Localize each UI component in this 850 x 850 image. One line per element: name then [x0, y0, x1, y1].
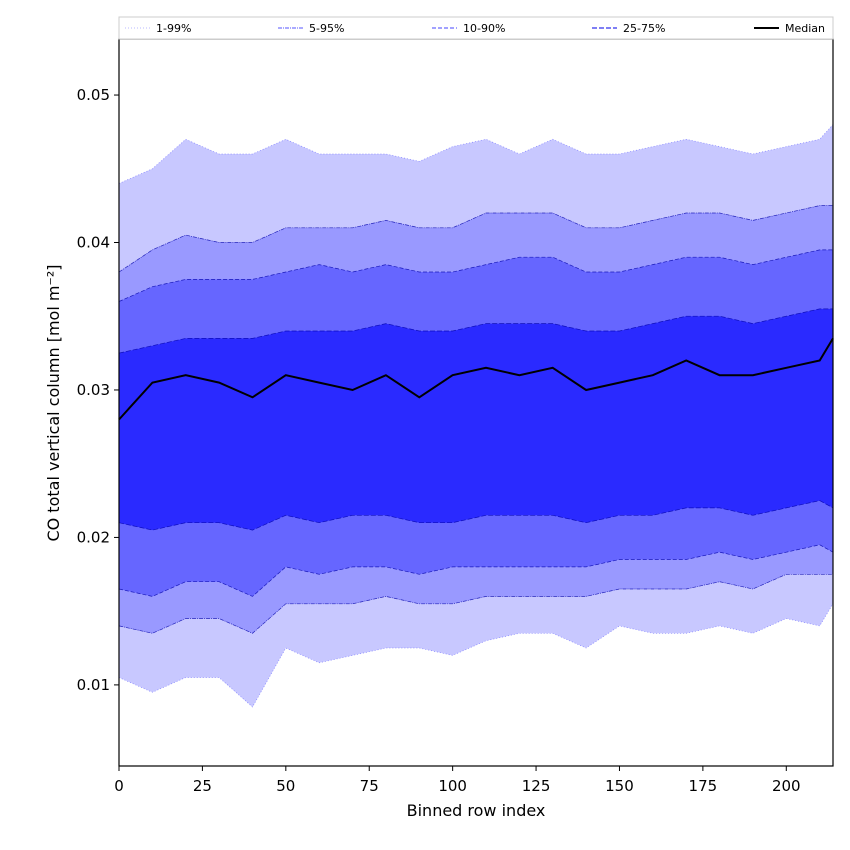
x-tick-label-75: 75 — [360, 777, 379, 795]
x-axis-label: Binned row index — [407, 801, 546, 820]
x-tick-label-125: 125 — [522, 777, 551, 795]
band-5-95%-upper-line — [118, 205, 833, 273]
band-25-75%-lower-line — [118, 500, 834, 531]
x-axis: 0 25 50 75 100 125 150 175 200 — [114, 766, 801, 795]
legend-label-25-75%: 25-75% — [623, 22, 665, 35]
legend-label-5-95%: 5-95% — [309, 22, 344, 35]
legend-label-1-99%: 1-99% — [156, 22, 191, 35]
band-1-99%-lower-line — [118, 603, 834, 708]
x-tick-label-175: 175 — [689, 777, 718, 795]
y-tick-label-3: 0.04 — [77, 234, 110, 252]
y-axis: 0.01 0.02 0.03 0.04 0.05 — [77, 86, 119, 694]
band-1-99%-upper-line — [118, 124, 834, 184]
x-tick-label-0: 0 — [114, 777, 124, 795]
x-tick-label-100: 100 — [438, 777, 467, 795]
legend: 1-99% 5-95% 10-90% 25-75% Median — [118, 16, 834, 40]
y-tick-label-1: 0.02 — [77, 528, 110, 546]
x-tick-label-150: 150 — [605, 777, 634, 795]
legend-label-Median: Median — [785, 22, 825, 35]
legend-box — [118, 16, 834, 40]
y-tick-label-4: 0.05 — [77, 86, 110, 104]
percentile-bands — [118, 124, 834, 708]
band-5-95%-lower-line — [118, 573, 833, 634]
x-tick-label-50: 50 — [276, 777, 295, 795]
median-line — [118, 337, 834, 421]
band-25-75% — [119, 308, 833, 531]
x-tick-label-200: 200 — [772, 777, 801, 795]
median-layer — [118, 337, 834, 421]
band-25-75%-upper-line — [118, 308, 833, 354]
x-tick-label-25: 25 — [193, 777, 212, 795]
band-10-90%-lower-line — [118, 544, 834, 597]
legend-label-10-90%: 10-90% — [463, 22, 505, 35]
band-10-90%-upper-line — [118, 249, 833, 302]
y-tick-label-2: 0.03 — [77, 381, 110, 399]
y-axis-label: CO total vertical column [mol m⁻²] — [44, 264, 63, 541]
y-tick-label-0: 0.01 — [77, 676, 110, 694]
